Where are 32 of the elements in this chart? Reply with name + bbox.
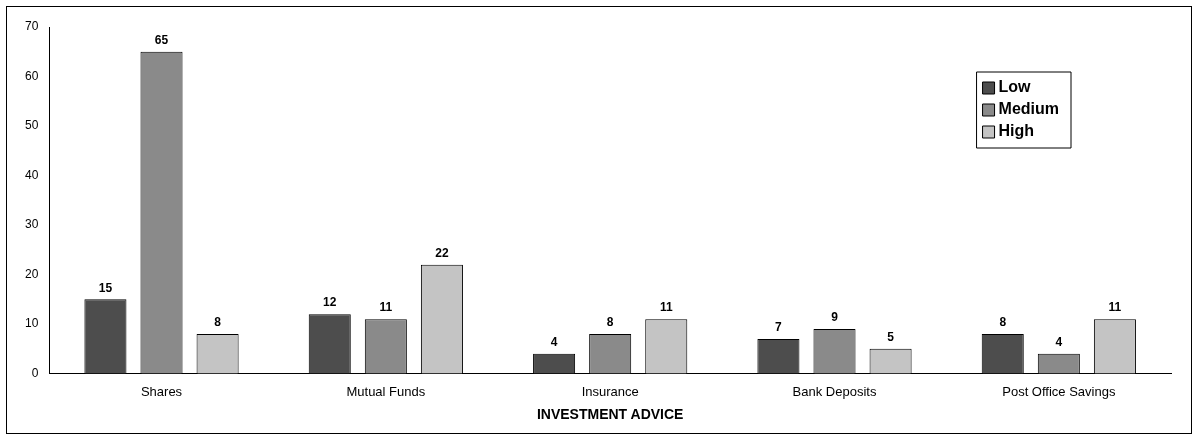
x-axis-title: INVESTMENT ADVICE	[536, 406, 684, 423]
y-tick-label: 10	[24, 316, 39, 331]
data-label: 8	[606, 315, 614, 330]
y-tick-label: 50	[24, 118, 39, 133]
x-tick-label: Bank Deposits	[792, 383, 877, 399]
legend-label: High	[998, 122, 1035, 140]
legend-label: Medium	[998, 100, 1060, 118]
data-label: 22	[435, 245, 449, 260]
data-label: 5	[887, 330, 895, 345]
data-label: 9	[831, 310, 839, 325]
data-label: 11	[1108, 300, 1122, 315]
data-label: 8	[214, 315, 222, 330]
data-label: 65	[154, 33, 169, 48]
y-tick-label: 20	[24, 266, 39, 281]
y-tick-label: 30	[24, 217, 39, 232]
x-tick-label: Mutual Funds	[346, 383, 426, 399]
data-label: 7	[775, 320, 783, 335]
data-label: 11	[379, 300, 393, 315]
y-tick-label: 40	[24, 167, 39, 182]
x-tick-label: Shares	[140, 383, 183, 399]
x-tick-label: Post Office Savings	[1002, 383, 1116, 399]
data-label: 15	[98, 280, 113, 295]
data-label: 12	[323, 295, 337, 310]
data-label: 4	[1055, 335, 1063, 350]
y-tick-label: 70	[24, 19, 39, 34]
y-tick-label: 60	[24, 68, 39, 83]
legend-label: Low	[998, 78, 1032, 96]
data-label: 4	[550, 335, 558, 350]
data-label: 8	[999, 315, 1007, 330]
data-label: 11	[659, 300, 673, 315]
x-tick-label: Insurance	[581, 383, 639, 399]
y-tick-label: 0	[31, 365, 39, 380]
